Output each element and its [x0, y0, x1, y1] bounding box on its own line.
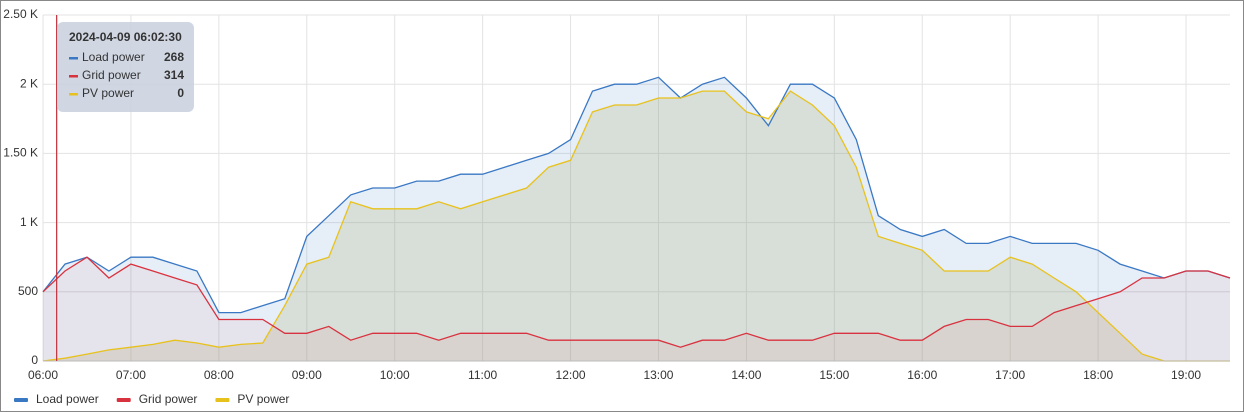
legend[interactable]: Load power Grid power PV power	[14, 392, 289, 406]
y-tick-label: 500	[18, 284, 38, 298]
x-tick-label: 16:00	[907, 368, 937, 382]
series-line	[42, 256, 1231, 348]
tooltip-box	[57, 22, 194, 112]
tooltip-name: PV power	[82, 86, 134, 100]
y-tick-label: 2.50 K	[3, 7, 38, 21]
legend-swatch	[116, 398, 131, 402]
legend-label[interactable]: PV power	[237, 392, 289, 406]
series-line	[42, 90, 1230, 362]
x-tick-label: 09:00	[292, 368, 322, 382]
legend-swatch	[215, 398, 230, 402]
grid	[42, 14, 1230, 362]
lines	[42, 76, 1231, 362]
tooltip: 2024-04-09 06:02:30 Load power 268 Grid pow…	[56, 15, 194, 361]
x-tick-label: 18:00	[1083, 368, 1113, 382]
tooltip-value: 0	[177, 86, 184, 100]
legend-swatch	[14, 398, 28, 402]
axes: 0 500 1 K 1.50 K 2 K 2.50 K 06:00 07:00 08:00 09:…	[3, 7, 1230, 382]
areas	[43, 77, 1230, 362]
tooltip-title: 2024-04-09 06:02:30	[69, 30, 182, 44]
x-tick-label: 07:00	[116, 368, 146, 382]
tooltip-swatch	[69, 93, 78, 96]
legend-label[interactable]: Load power	[36, 392, 99, 406]
x-tick-label: 13:00	[643, 368, 673, 382]
x-tick-label: 19:00	[1171, 368, 1201, 382]
legend-label[interactable]: Grid power	[139, 392, 198, 406]
series-area	[43, 77, 1230, 362]
x-tick-label: 06:00	[28, 368, 58, 382]
tooltip-name: Grid power	[82, 68, 141, 82]
x-tick-label: 10:00	[380, 368, 410, 382]
tooltip-value: 314	[164, 68, 184, 82]
x-tick-label: 11:00	[468, 368, 497, 382]
x-tick-label: 12:00	[556, 368, 586, 382]
x-tick-label: 08:00	[204, 368, 234, 382]
y-tick-label: 1 K	[20, 215, 38, 229]
series-area	[43, 257, 1230, 361]
tooltip-name: Load power	[82, 50, 145, 64]
x-tick-label: 15:00	[819, 368, 849, 382]
tooltip-value: 268	[164, 50, 184, 64]
series-line	[42, 76, 1231, 314]
series-area	[43, 91, 1230, 361]
y-tick-label: 2 K	[20, 76, 38, 90]
x-tick-label: 17:00	[995, 368, 1025, 382]
x-tick-label: 14:00	[731, 368, 761, 382]
y-tick-label: 1.50 K	[3, 146, 38, 160]
tooltip-swatch	[69, 75, 78, 78]
tooltip-swatch	[69, 57, 78, 60]
y-tick-label: 0	[31, 353, 38, 367]
